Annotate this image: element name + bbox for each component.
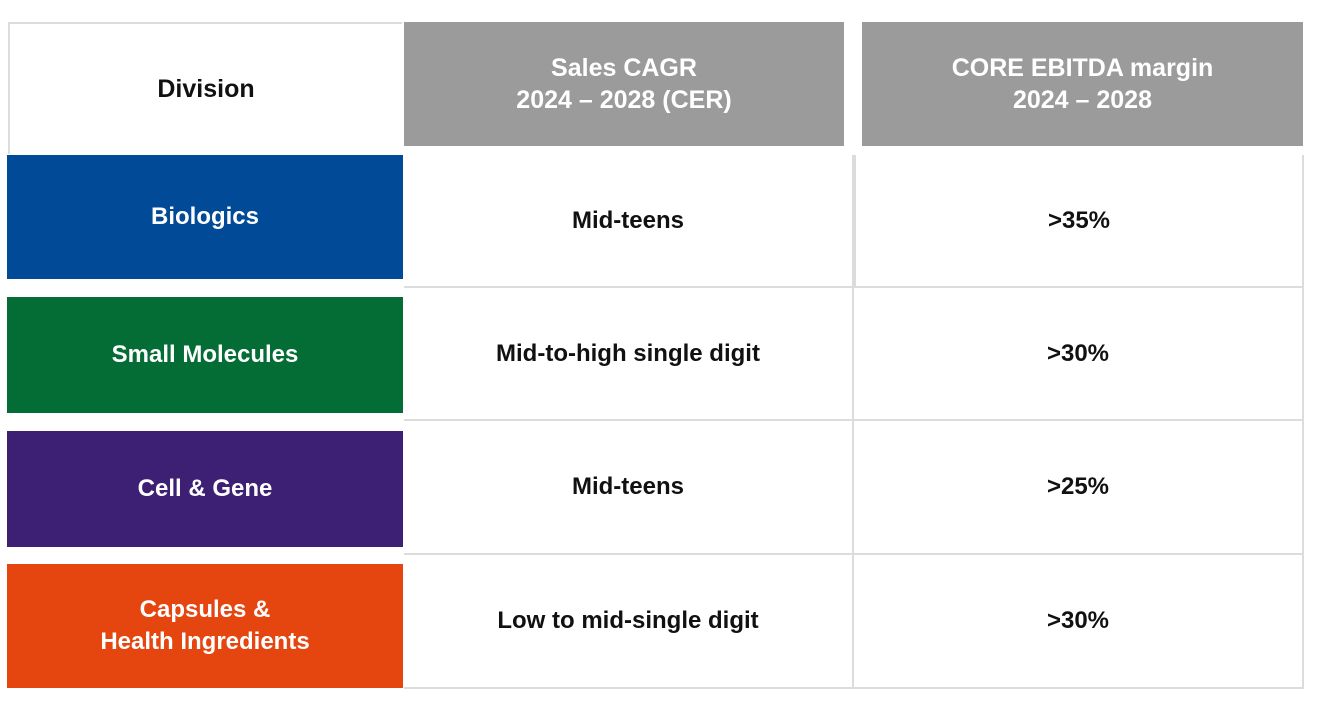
column-header-division: Division <box>8 22 402 154</box>
division-cell-biologics: Biologics <box>7 155 403 279</box>
division-cell-cell-and-gene: Cell & Gene <box>7 431 403 547</box>
ebitda-margin-cell: >30% <box>854 555 1304 689</box>
column-header-ebitda-margin: CORE EBITDA margin 2024 – 2028 <box>862 22 1303 146</box>
sales-cagr-cell: Mid-teens <box>404 421 854 555</box>
ebitda-margin-cell: >35% <box>854 155 1304 288</box>
ebitda-margin-cell: >25% <box>854 421 1304 555</box>
sales-cagr-cell: Mid-to-high single digit <box>404 288 854 421</box>
ebitda-margin-cell: >30% <box>854 288 1304 421</box>
column-header-sales-cagr: Sales CAGR 2024 – 2028 (CER) <box>404 22 844 146</box>
division-cell-small-molecules: Small Molecules <box>7 297 403 413</box>
sales-cagr-cell: Mid-teens <box>404 155 854 288</box>
sales-cagr-cell: Low to mid-single digit <box>404 555 854 689</box>
division-cell-capsules-health-ingredients: Capsules & Health Ingredients <box>7 564 403 688</box>
